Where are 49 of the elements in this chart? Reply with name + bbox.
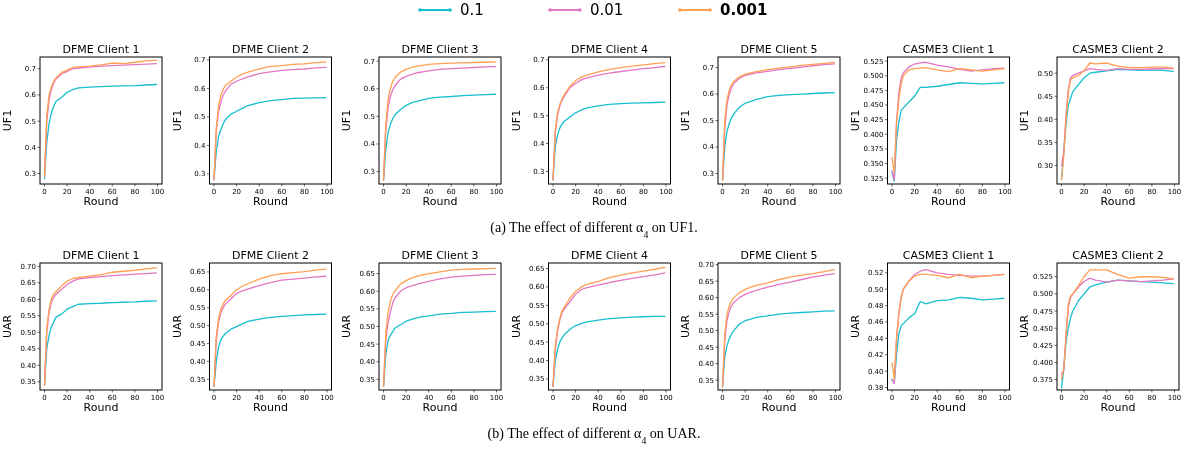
x-axis-title: Round (253, 195, 288, 208)
y-axis-title: UF1 (170, 109, 184, 132)
legend-label: 0.001 (720, 1, 768, 20)
x-axis-title: Round (931, 401, 966, 414)
y-axis-title: UAR (848, 314, 862, 339)
x-axis-title: Round (422, 195, 458, 208)
y-axis-title: UAR (679, 314, 692, 339)
chart-title: DFME Client 1 (62, 249, 140, 262)
legend-label: 0.1 (460, 1, 484, 20)
y-axis-title: UF1 (340, 109, 353, 132)
y-axis-title: UAR (1, 314, 14, 339)
x-axis-title: Round (931, 195, 966, 208)
x-axis-title: Round (1100, 401, 1136, 414)
chart-title: CASME3 Client 2 (1072, 249, 1164, 262)
chart-title: CASME3 Client 2 (1072, 43, 1164, 56)
chart-title: DFME Client 2 (231, 249, 310, 262)
chart-title: DFME Client 4 (570, 43, 649, 56)
chart-title: DFME Client 5 (740, 249, 818, 262)
x-axis-title: Round (592, 401, 627, 414)
x-axis-title: Round (422, 401, 458, 414)
chart-title: DFME Client 5 (740, 43, 818, 56)
x-axis-title: Round (1100, 195, 1136, 208)
y-axis-title: UAR (509, 314, 523, 339)
chart-title: DFME Client 1 (62, 43, 140, 56)
y-axis-title: UF1 (679, 109, 692, 132)
x-axis-title: Round (83, 401, 119, 414)
y-axis-title: UF1 (509, 109, 523, 132)
text: (a) The effect of different α$_{4}$ on UF1. (490, 220, 698, 240)
x-axis-title: Round (253, 401, 288, 414)
chart-title: DFME Client 3 (401, 43, 479, 56)
legend-label: 0.01 (590, 1, 624, 20)
y-axis-title: UF1 (1, 109, 14, 132)
y-axis-title: UF1 (1018, 109, 1031, 132)
x-axis-title: Round (761, 401, 797, 414)
chart-title: CASME3 Client 1 (902, 43, 995, 56)
y-axis-title: UAR (1018, 314, 1031, 339)
x-axis-title: Round (592, 195, 627, 208)
y-axis-title: UF1 (848, 109, 862, 132)
chart-title: DFME Client 4 (570, 249, 649, 262)
text: (b) The effect of different α$_{4}$ on UAR. (487, 426, 701, 446)
x-axis-title: Round (83, 195, 119, 208)
y-axis-title: UAR (340, 314, 353, 339)
line-series (891, 82, 1005, 182)
x-axis-title: Round (761, 195, 797, 208)
chart-title: DFME Client 2 (231, 43, 310, 56)
line-series (43, 83, 157, 180)
chart-title: DFME Client 3 (401, 249, 479, 262)
chart-title: CASME3 Client 1 (902, 249, 995, 262)
y-axis-title: UAR (170, 314, 184, 339)
